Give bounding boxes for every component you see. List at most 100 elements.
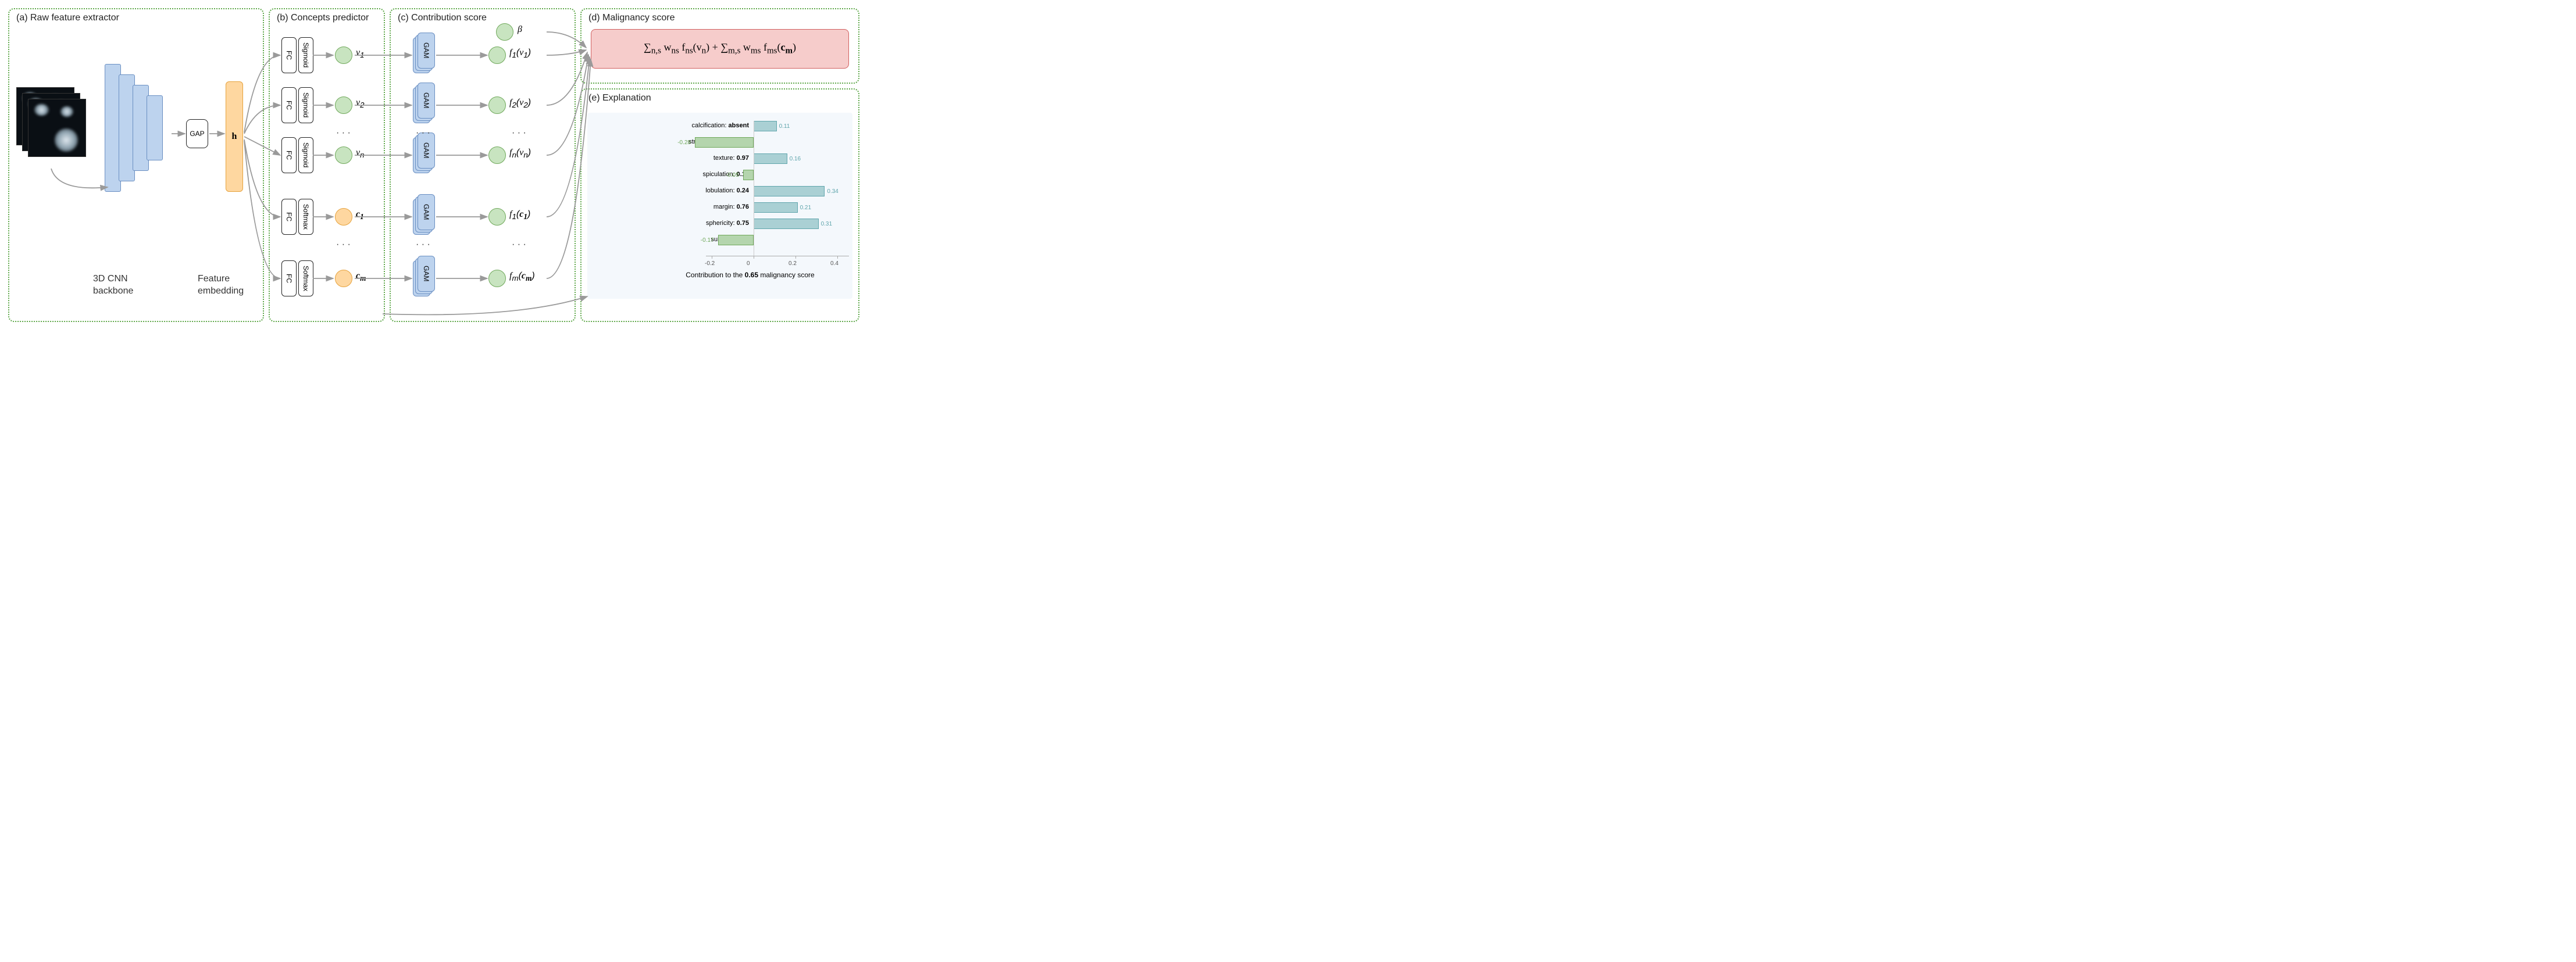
expl-label-4: lobulation: 0.24 <box>662 187 749 194</box>
cnn-layer <box>147 95 163 160</box>
activation-block: Sigmoid <box>298 87 313 123</box>
tick <box>795 256 796 259</box>
tick-label: 0.4 <box>830 260 839 267</box>
expl-value-5: 0.21 <box>800 205 811 211</box>
fc-row-0: FCSigmoid <box>281 37 313 73</box>
activation-block: Softmax <box>298 199 313 235</box>
ct-slice <box>28 99 86 157</box>
cnn-backbone <box>105 64 174 198</box>
concept-node-2 <box>335 146 352 164</box>
gam-block: GAM <box>418 256 435 292</box>
gam-stack-1: GAM <box>413 87 442 128</box>
fc-pair: FCSoftmax <box>281 260 313 296</box>
fc-block: FC <box>281 87 297 123</box>
expl-value-2: 0.16 <box>790 156 801 162</box>
expl-bar-7 <box>718 235 754 245</box>
gap-block: GAP <box>186 119 208 148</box>
fc-block: FC <box>281 199 297 235</box>
gam-block: GAM <box>418 83 435 119</box>
concept-var-4: cm <box>356 271 366 283</box>
panel-label-b: (b) Concepts predictor <box>277 13 369 23</box>
contribution-node-1 <box>488 96 506 114</box>
expl-bar-1 <box>695 137 754 148</box>
contribution-label-3: f1(c1) <box>509 209 530 221</box>
gam-block: GAM <box>418 33 435 69</box>
fc-block: FC <box>281 37 297 73</box>
beta-label: β <box>518 24 522 35</box>
concept-var-1: v2 <box>356 98 365 109</box>
fc-row-3: FCSoftmax <box>281 199 313 235</box>
contribution-node-2 <box>488 146 506 164</box>
malignancy-formula: ∑n,s wns fns(vn) + ∑m,s wms fms(cm) <box>591 29 849 69</box>
contribution-label-4: fm(cm) <box>509 271 535 283</box>
contribution-label-2: fn(vn) <box>509 148 531 159</box>
ellipsis: · · · <box>416 128 430 138</box>
expl-label-6: sphericity: 0.75 <box>662 220 749 227</box>
beta-node <box>496 23 513 41</box>
concept-node-1 <box>335 96 352 114</box>
expl-value-0: 0.11 <box>779 123 790 130</box>
expl-bar-6 <box>754 219 819 229</box>
fc-row-4: FCSoftmax <box>281 260 313 296</box>
contribution-label-0: f1(v1) <box>509 48 531 59</box>
contribution-node-0 <box>488 47 506 64</box>
concept-var-2: vn <box>356 148 365 159</box>
expl-bar-5 <box>754 202 798 213</box>
contribution-node-4 <box>488 270 506 287</box>
expl-label-2: texture: 0.97 <box>662 155 749 162</box>
fc-row-2: FCSigmoid <box>281 137 313 173</box>
fc-pair: FCSigmoid <box>281 37 313 73</box>
contribution-node-3 <box>488 208 506 226</box>
gam-block: GAM <box>418 194 435 230</box>
activation-block: Sigmoid <box>298 37 313 73</box>
expl-value-4: 0.34 <box>827 188 838 195</box>
fc-pair: FCSoftmax <box>281 199 313 235</box>
fc-block: FC <box>281 260 297 296</box>
activation-block: Softmax <box>298 260 313 296</box>
tick-label: 0.2 <box>789 260 797 267</box>
panel-label-a: (a) Raw feature extractor <box>16 13 119 23</box>
fc-pair: FCSigmoid <box>281 87 313 123</box>
embedding-label: Featureembedding <box>198 273 244 298</box>
concept-var-3: c1 <box>356 209 364 221</box>
expl-bar-2 <box>754 153 787 164</box>
expl-label-0: calcification: absent <box>662 122 749 129</box>
tick-label: 0 <box>747 260 750 267</box>
backbone-label: 3D CNNbackbone <box>93 273 133 298</box>
fc-block: FC <box>281 137 297 173</box>
ellipsis: · · · <box>512 239 526 250</box>
expl-bar-4 <box>754 186 825 196</box>
gam-stack-4: GAM <box>413 260 442 301</box>
ellipsis: · · · <box>416 239 430 250</box>
expl-value-6: 0.31 <box>821 221 832 227</box>
expl-value-1: -0.28 <box>677 140 691 146</box>
panel-label-d: (d) Malignancy score <box>588 13 675 23</box>
expl-bar-0 <box>754 121 777 131</box>
gam-stack-0: GAM <box>413 37 442 78</box>
tick-label: -0.2 <box>705 260 715 267</box>
explanation-chart: calcification: absent0.11structure: soft… <box>587 113 852 299</box>
panel-label-e: (e) Explanation <box>588 93 651 103</box>
concept-node-0 <box>335 47 352 64</box>
concept-var-0: v1 <box>356 48 365 59</box>
ellipsis: · · · <box>512 128 526 138</box>
contribution-label-1: f2(v2) <box>509 98 531 109</box>
concept-node-4 <box>335 270 352 287</box>
panel-label-c: (c) Contribution score <box>398 13 487 23</box>
ellipsis: · · · <box>336 128 351 138</box>
expl-value-3: -0.05 <box>726 172 739 178</box>
fc-pair: FCSigmoid <box>281 137 313 173</box>
gam-stack-3: GAM <box>413 199 442 239</box>
activation-block: Sigmoid <box>298 137 313 173</box>
expl-label-5: margin: 0.76 <box>662 203 749 210</box>
expl-value-7: -0.17 <box>701 237 714 244</box>
gam-stack-2: GAM <box>413 137 442 178</box>
ellipsis: · · · <box>336 239 351 250</box>
ct-image-stack <box>16 87 92 163</box>
expl-xlabel: Contribution to the 0.65 malignancy scor… <box>657 271 843 279</box>
tick <box>837 256 838 259</box>
fc-row-1: FCSigmoid <box>281 87 313 123</box>
expl-bar-3 <box>743 170 754 180</box>
feature-embedding: h <box>226 81 243 192</box>
concept-node-3 <box>335 208 352 226</box>
